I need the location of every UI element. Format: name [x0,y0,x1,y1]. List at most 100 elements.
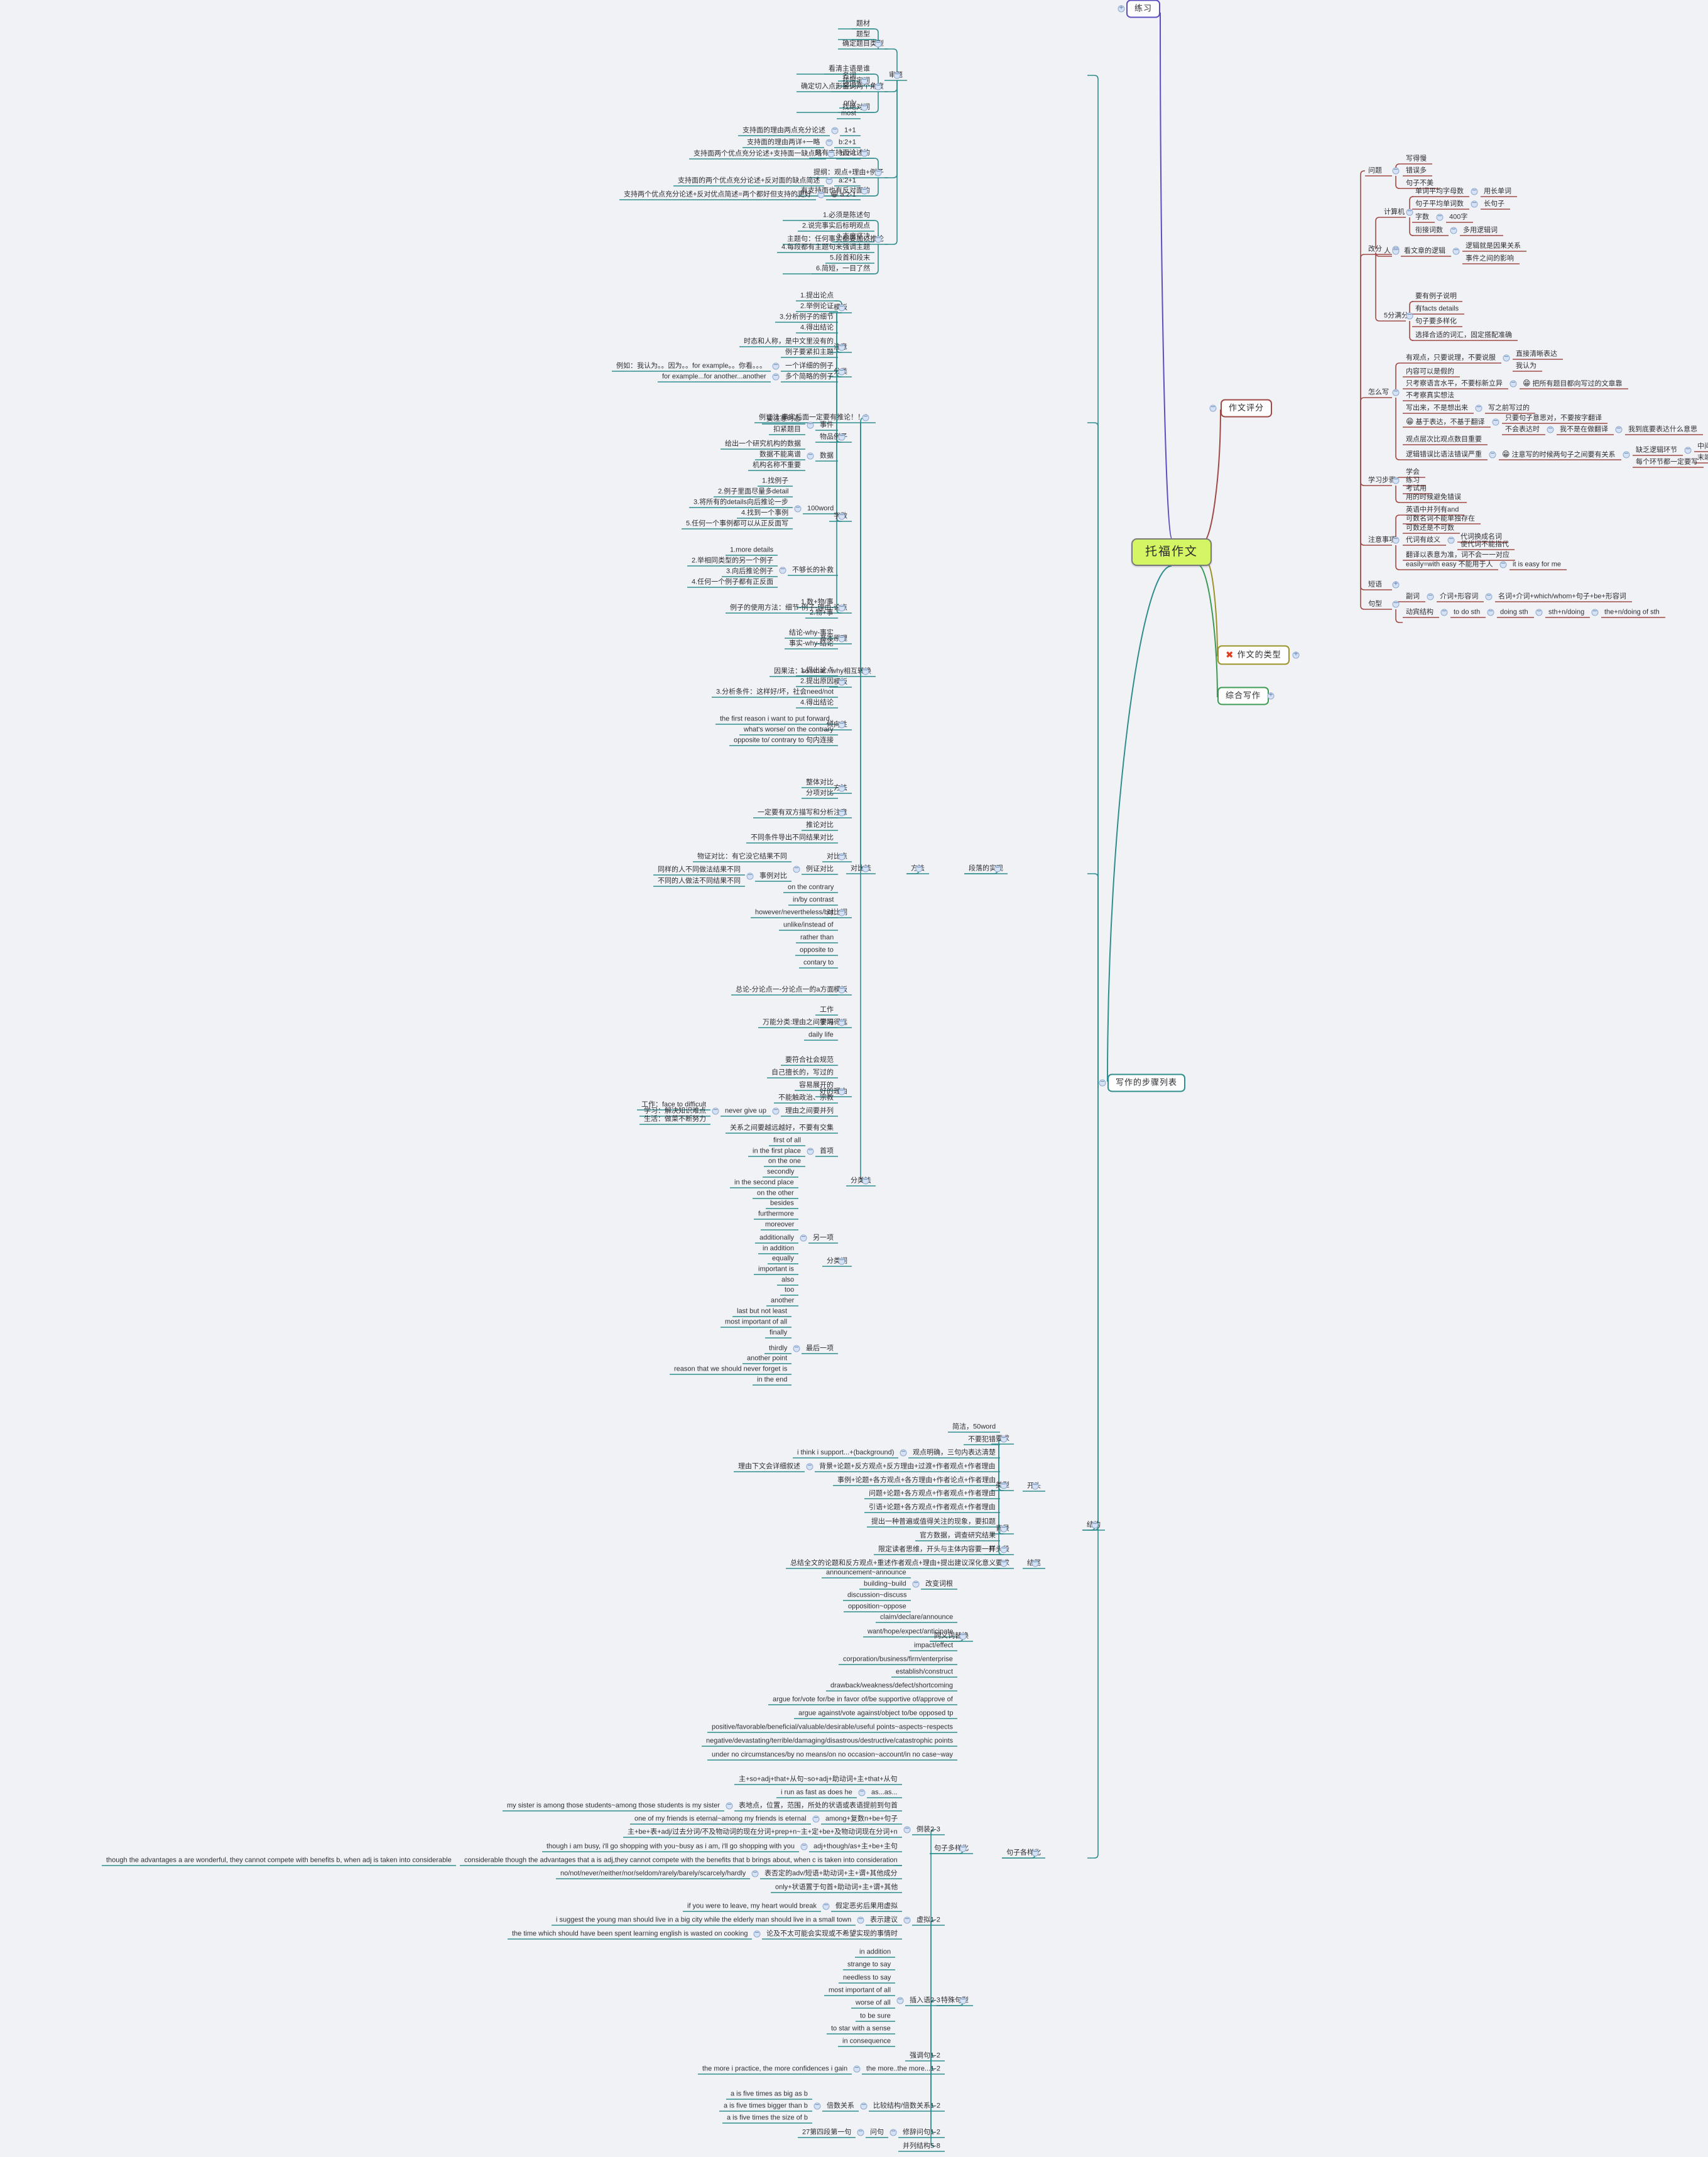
subj-src-0[interactable]: if you were to leave, my heart would bre… [685,1902,819,1911]
cl-last-2[interactable]: finally [768,1328,789,1338]
ct-p0[interactable]: 推论对比 [804,821,835,830]
scoring-computer-sub-0[interactable]: 用长单词 [1482,187,1513,197]
scoring-how-to-write[interactable]: 怎么写 [1366,388,1391,398]
note-item-1[interactable]: 可数名词不能单独存在 [1404,514,1477,524]
ce-tend-2[interactable]: opposite to/ contrary to 句内连接 [732,736,835,746]
ct-w-2[interactable]: however/nevertheless/but [753,908,835,918]
ex-event-0[interactable]: 要注意时态 [764,415,803,424]
cl-another-3[interactable]: besides [768,1199,796,1209]
collapse-toggle[interactable] [857,2129,864,2136]
subj-src-1[interactable]: i suggest the young man should live in a… [554,1916,853,1925]
shenti-entry-0[interactable]: 看清主语是谁 [827,65,872,74]
collapse-toggle[interactable] [807,421,814,429]
outline-sup-tag-1[interactable]: b:2+1 [837,138,858,148]
collapse-toggle[interactable] [857,1916,864,1924]
collapse-toggle[interactable] [751,1870,759,1877]
emphasis[interactable]: 强调句1-2 [908,2051,942,2061]
collapse-toggle[interactable] [915,865,923,872]
how-0-sub-0[interactable]: 直接清晰表达 [1514,350,1559,359]
how-4-sub[interactable]: 写之前写过的 [1486,404,1531,413]
collapse-toggle[interactable] [838,1258,846,1265]
how-7-sub[interactable]: 😁 注意写的时候两句子之间要有关系 [1500,450,1618,460]
ct-p2-0[interactable]: 物证对比：有它没它结果不同 [695,852,789,862]
cl-last-5[interactable]: reason that we should never forget is [672,1365,789,1374]
ct-w-0[interactable]: on the contrary [786,883,835,893]
subj-0[interactable]: 假定恶劣后果用虚拟 [834,1902,900,1911]
change-root[interactable]: 改变词根 [923,1580,955,1589]
cl-another-1[interactable]: in the second place [732,1178,796,1188]
collapse-toggle[interactable] [838,785,846,792]
open-type-0[interactable]: 观点明确，三句内表达清楚 [911,1448,998,1458]
collapse-toggle[interactable] [1000,1525,1008,1533]
cl-last-6[interactable]: in the end [755,1376,789,1385]
paren-3[interactable]: most important of all [827,1986,893,1996]
expand-toggle[interactable] [1392,581,1400,589]
inv-src2-6[interactable]: though the advantages a are wonderful, t… [104,1856,454,1866]
ex-cls-0[interactable]: 一个详细的例子 [783,362,835,371]
collapse-toggle[interactable] [1436,214,1444,221]
cl-g-0[interactable]: 要符合社会规范 [783,1056,835,1065]
collapse-toggle[interactable] [838,1088,846,1095]
cl-another-11[interactable]: too [783,1286,796,1295]
shenti-entry[interactable]: 确定切入点，至少两个角度 [799,82,886,92]
how-5-sub-1[interactable]: 不会表达时 [1503,425,1542,435]
collapse-toggle[interactable] [772,373,780,381]
syn-1[interactable]: claim/declare/announce [878,1613,955,1622]
mult-0[interactable]: a is five times as big as b [729,2090,810,2099]
cl-tpl-0[interactable]: 总论-分论点一-分论点一的a方面 [734,986,835,995]
collapse-toggle[interactable] [889,2129,897,2136]
ct-w-3[interactable]: unlike/instead of [781,921,835,930]
ex-data-1[interactable]: 数据不能离谱 [758,450,803,460]
ex-100-3[interactable]: 4.找到一个事例 [739,509,790,518]
ex-cls-src-0[interactable]: 例如：我认为。。因为。。for example。。你看。。。 [614,362,768,371]
collapse-toggle[interactable] [1452,247,1460,255]
ex-event[interactable]: 事件 [818,421,835,430]
collapse-toggle[interactable] [874,169,882,177]
collapse-toggle[interactable] [838,909,846,916]
collapse-toggle[interactable] [838,721,846,729]
cl-another-2[interactable]: on the other [755,1189,796,1198]
outline-both-src-0[interactable]: 支持面的两个优点充分论述+反对面的缺点简述 [676,177,822,186]
collapse-toggle[interactable] [1031,1482,1039,1490]
sp-adverb[interactable]: 副词 [1404,592,1422,602]
collapse-toggle[interactable] [779,567,786,574]
syn-6[interactable]: drawback/weakness/defect/shortcoming [829,1682,955,1691]
ct-w-5[interactable]: opposite to [798,946,835,955]
collapse-toggle[interactable] [817,191,825,198]
collapse-toggle[interactable] [838,678,846,686]
shenti-type-item-0[interactable]: 题材 [854,19,872,29]
open-bg-0[interactable]: 提出一种普遍或值得关注的现象，要扣题 [869,1518,998,1527]
ex-data-0[interactable]: 给出一个研究机构的数据 [723,440,803,449]
collapse-toggle[interactable] [807,1148,814,1155]
note-3-sub-1[interactable]: 使代词不能指代 [1459,540,1511,550]
how-7-b0[interactable]: 缺乏逻辑环节 [1634,446,1679,455]
collapse-toggle[interactable] [959,1997,967,2004]
ct-p2-1[interactable]: 事例对比 [758,872,789,881]
open-bg-1[interactable]: 官方数据，调查研究结果 [918,1531,998,1541]
collapse-toggle[interactable] [874,40,882,48]
collapse-toggle[interactable] [862,414,869,421]
collapse-toggle[interactable] [1392,247,1400,255]
cl-last[interactable]: 最后一项 [804,1344,835,1354]
ex-cls-src-1[interactable]: for example...for another...another [660,372,768,382]
collapse-toggle[interactable] [1392,477,1400,484]
ex-data[interactable]: 数据 [818,452,835,461]
scoring-computer-item-3[interactable]: 衔接词数 [1413,226,1445,236]
syn-11[interactable]: under no circumstances/by no means/on no… [710,1751,955,1760]
collapse-toggle[interactable] [1440,609,1448,616]
branch-integrated-writing[interactable]: 综合写作 [1217,687,1270,705]
note-5-sub[interactable]: it is easy for me [1511,560,1563,570]
ex-100-0[interactable]: 1.找例子 [760,477,790,486]
shenti-type-item-1[interactable]: 题型 [854,30,872,40]
cl-first-2[interactable]: on the one [766,1157,803,1166]
study-item-1[interactable]: 练习 [1404,476,1422,486]
how-7-b1[interactable]: 每个环节都一定要写 [1634,458,1700,467]
collapse-toggle[interactable] [838,986,846,994]
cl-another-8[interactable]: equally [770,1254,796,1264]
collapse-toggle[interactable] [812,1815,820,1823]
question[interactable]: 问句 [868,2128,886,2138]
cl-another[interactable]: 另一项 [811,1234,835,1243]
expand-toggle[interactable] [1292,651,1300,659]
collapse-toggle[interactable] [858,1789,866,1796]
ex-100-4[interactable]: 5.任何一个事例都可以从正反面写 [684,519,790,529]
